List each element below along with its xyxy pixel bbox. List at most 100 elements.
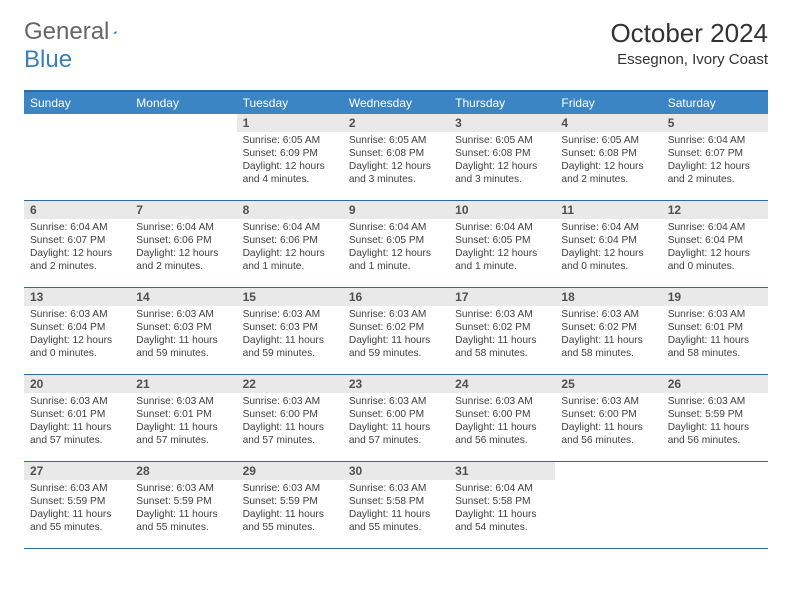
day-cell: 18Sunrise: 6:03 AMSunset: 6:02 PMDayligh…: [555, 288, 661, 374]
day-number: 25: [555, 375, 661, 393]
dow-row: SundayMondayTuesdayWednesdayThursdayFrid…: [24, 92, 768, 114]
logo: General: [24, 18, 137, 46]
day-cell: 9Sunrise: 6:04 AMSunset: 6:05 PMDaylight…: [343, 201, 449, 287]
dow-saturday: Saturday: [662, 92, 768, 114]
day-number: 9: [343, 201, 449, 219]
day-cell: 28Sunrise: 6:03 AMSunset: 5:59 PMDayligh…: [130, 462, 236, 548]
week-row: 13Sunrise: 6:03 AMSunset: 6:04 PMDayligh…: [24, 288, 768, 375]
dow-thursday: Thursday: [449, 92, 555, 114]
day-number: 28: [130, 462, 236, 480]
day-details: Sunrise: 6:03 AMSunset: 6:00 PMDaylight:…: [343, 393, 449, 451]
day-details: Sunrise: 6:05 AMSunset: 6:09 PMDaylight:…: [237, 132, 343, 190]
day-cell: 15Sunrise: 6:03 AMSunset: 6:03 PMDayligh…: [237, 288, 343, 374]
day-number: 13: [24, 288, 130, 306]
day-number: 27: [24, 462, 130, 480]
day-details: Sunrise: 6:03 AMSunset: 6:01 PMDaylight:…: [130, 393, 236, 451]
day-details: Sunrise: 6:05 AMSunset: 6:08 PMDaylight:…: [555, 132, 661, 190]
dow-wednesday: Wednesday: [343, 92, 449, 114]
day-details: Sunrise: 6:03 AMSunset: 6:00 PMDaylight:…: [237, 393, 343, 451]
week-row: 27Sunrise: 6:03 AMSunset: 5:59 PMDayligh…: [24, 462, 768, 549]
day-details: Sunrise: 6:03 AMSunset: 5:59 PMDaylight:…: [130, 480, 236, 538]
day-number: 8: [237, 201, 343, 219]
logo-word2: Blue: [24, 46, 72, 73]
day-number: 7: [130, 201, 236, 219]
day-number: 3: [449, 114, 555, 132]
day-details: Sunrise: 6:05 AMSunset: 6:08 PMDaylight:…: [343, 132, 449, 190]
day-cell: 22Sunrise: 6:03 AMSunset: 6:00 PMDayligh…: [237, 375, 343, 461]
day-cell: 27Sunrise: 6:03 AMSunset: 5:59 PMDayligh…: [24, 462, 130, 548]
day-details: Sunrise: 6:03 AMSunset: 6:03 PMDaylight:…: [237, 306, 343, 364]
day-number: 29: [237, 462, 343, 480]
day-number: 17: [449, 288, 555, 306]
day-cell: 21Sunrise: 6:03 AMSunset: 6:01 PMDayligh…: [130, 375, 236, 461]
day-details: Sunrise: 6:04 AMSunset: 6:07 PMDaylight:…: [24, 219, 130, 277]
day-number: 11: [555, 201, 661, 219]
day-number: 20: [24, 375, 130, 393]
day-cell: 3Sunrise: 6:05 AMSunset: 6:08 PMDaylight…: [449, 114, 555, 200]
day-number: 1: [237, 114, 343, 132]
day-cell: 24Sunrise: 6:03 AMSunset: 6:00 PMDayligh…: [449, 375, 555, 461]
day-cell: 10Sunrise: 6:04 AMSunset: 6:05 PMDayligh…: [449, 201, 555, 287]
dow-friday: Friday: [555, 92, 661, 114]
day-cell: 6Sunrise: 6:04 AMSunset: 6:07 PMDaylight…: [24, 201, 130, 287]
day-details: Sunrise: 6:03 AMSunset: 6:01 PMDaylight:…: [662, 306, 768, 364]
week-row: 20Sunrise: 6:03 AMSunset: 6:01 PMDayligh…: [24, 375, 768, 462]
day-cell: 16Sunrise: 6:03 AMSunset: 6:02 PMDayligh…: [343, 288, 449, 374]
day-cell: 7Sunrise: 6:04 AMSunset: 6:06 PMDaylight…: [130, 201, 236, 287]
day-number: [555, 462, 661, 480]
day-cell: 4Sunrise: 6:05 AMSunset: 6:08 PMDaylight…: [555, 114, 661, 200]
day-cell: [662, 462, 768, 548]
calendar-grid: SundayMondayTuesdayWednesdayThursdayFrid…: [24, 90, 768, 549]
day-cell: [555, 462, 661, 548]
day-details: Sunrise: 6:03 AMSunset: 5:59 PMDaylight:…: [237, 480, 343, 538]
dow-sunday: Sunday: [24, 92, 130, 114]
day-cell: 11Sunrise: 6:04 AMSunset: 6:04 PMDayligh…: [555, 201, 661, 287]
day-cell: [24, 114, 130, 200]
day-number: 30: [343, 462, 449, 480]
day-number: [662, 462, 768, 480]
day-number: 4: [555, 114, 661, 132]
logo-word1: General: [24, 18, 109, 46]
day-details: Sunrise: 6:03 AMSunset: 6:04 PMDaylight:…: [24, 306, 130, 364]
day-number: 31: [449, 462, 555, 480]
day-number: 23: [343, 375, 449, 393]
day-cell: 20Sunrise: 6:03 AMSunset: 6:01 PMDayligh…: [24, 375, 130, 461]
day-cell: 1Sunrise: 6:05 AMSunset: 6:09 PMDaylight…: [237, 114, 343, 200]
day-number: 14: [130, 288, 236, 306]
day-number: 5: [662, 114, 768, 132]
dow-monday: Monday: [130, 92, 236, 114]
day-cell: 5Sunrise: 6:04 AMSunset: 6:07 PMDaylight…: [662, 114, 768, 200]
day-number: [130, 114, 236, 132]
logo-triangle-icon: [113, 23, 117, 41]
day-details: Sunrise: 6:04 AMSunset: 6:04 PMDaylight:…: [662, 219, 768, 277]
day-number: 26: [662, 375, 768, 393]
day-details: Sunrise: 6:03 AMSunset: 6:02 PMDaylight:…: [343, 306, 449, 364]
day-cell: 19Sunrise: 6:03 AMSunset: 6:01 PMDayligh…: [662, 288, 768, 374]
day-details: Sunrise: 6:04 AMSunset: 6:06 PMDaylight:…: [237, 219, 343, 277]
day-cell: 2Sunrise: 6:05 AMSunset: 6:08 PMDaylight…: [343, 114, 449, 200]
day-cell: 14Sunrise: 6:03 AMSunset: 6:03 PMDayligh…: [130, 288, 236, 374]
day-details: Sunrise: 6:04 AMSunset: 6:06 PMDaylight:…: [130, 219, 236, 277]
day-number: 19: [662, 288, 768, 306]
day-number: 22: [237, 375, 343, 393]
day-number: 21: [130, 375, 236, 393]
day-cell: 23Sunrise: 6:03 AMSunset: 6:00 PMDayligh…: [343, 375, 449, 461]
day-details: Sunrise: 6:03 AMSunset: 6:02 PMDaylight:…: [449, 306, 555, 364]
calendar-page: General October 2024 Essegnon, Ivory Coa…: [0, 0, 792, 567]
day-details: Sunrise: 6:03 AMSunset: 6:00 PMDaylight:…: [555, 393, 661, 451]
day-number: 16: [343, 288, 449, 306]
day-details: Sunrise: 6:03 AMSunset: 5:59 PMDaylight:…: [662, 393, 768, 451]
day-number: 2: [343, 114, 449, 132]
day-number: 24: [449, 375, 555, 393]
day-details: Sunrise: 6:03 AMSunset: 6:03 PMDaylight:…: [130, 306, 236, 364]
day-details: Sunrise: 6:03 AMSunset: 5:58 PMDaylight:…: [343, 480, 449, 538]
day-cell: 26Sunrise: 6:03 AMSunset: 5:59 PMDayligh…: [662, 375, 768, 461]
day-details: Sunrise: 6:03 AMSunset: 6:01 PMDaylight:…: [24, 393, 130, 451]
day-details: Sunrise: 6:03 AMSunset: 6:02 PMDaylight:…: [555, 306, 661, 364]
day-details: Sunrise: 6:04 AMSunset: 6:05 PMDaylight:…: [343, 219, 449, 277]
day-cell: [130, 114, 236, 200]
day-cell: 13Sunrise: 6:03 AMSunset: 6:04 PMDayligh…: [24, 288, 130, 374]
day-details: Sunrise: 6:04 AMSunset: 6:07 PMDaylight:…: [662, 132, 768, 190]
week-row: 1Sunrise: 6:05 AMSunset: 6:09 PMDaylight…: [24, 114, 768, 201]
day-number: 12: [662, 201, 768, 219]
